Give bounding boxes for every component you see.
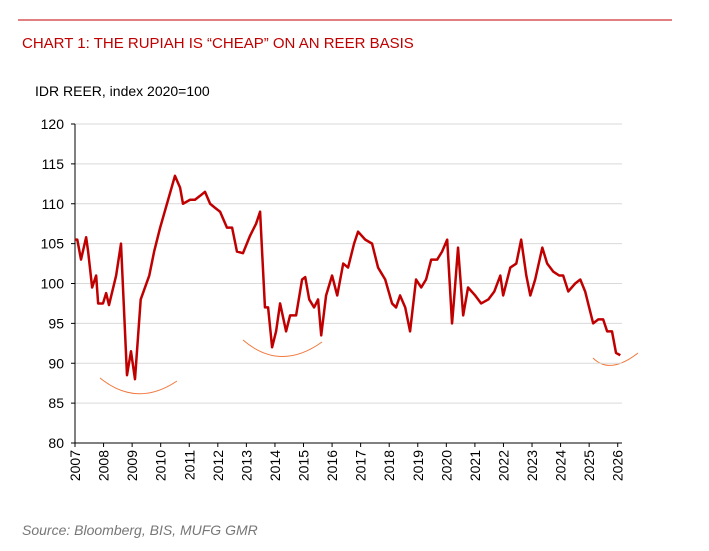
x-tick-label: 2021 (467, 450, 483, 481)
annotation-arc (242, 339, 323, 357)
x-tick-label: 2009 (124, 450, 140, 481)
x-tick-label: 2018 (381, 450, 397, 481)
y-tick-label: 100 (41, 276, 65, 292)
x-tick-label: 2022 (495, 450, 511, 481)
x-tick-label: 2013 (238, 450, 254, 481)
annotation-arc (592, 352, 639, 366)
data-line (75, 174, 621, 381)
x-tick-label: 2011 (181, 450, 197, 480)
y-tick-label: 95 (48, 315, 64, 331)
x-tick-label: 2020 (438, 450, 454, 481)
chart-title: CHART 1: THE RUPIAH IS “CHEAP” ON AN REE… (22, 35, 414, 52)
y-tick-label: 105 (41, 236, 65, 252)
annotations (99, 339, 639, 395)
x-tick-label: 2008 (96, 450, 112, 481)
x-tick-label: 2016 (324, 450, 340, 481)
y-axis-label: IDR REER, index 2020=100 (35, 83, 210, 99)
y-tick-label: 90 (48, 355, 64, 371)
annotation-arc (99, 377, 178, 395)
x-tick-label: 2023 (524, 450, 540, 481)
x-tick-label: 2010 (153, 450, 169, 481)
x-tick-label: 2019 (410, 450, 426, 481)
x-tick-label: 2026 (610, 450, 626, 481)
y-tick-label: 110 (42, 196, 65, 212)
y-tick-label: 80 (48, 435, 64, 451)
y-tick-label: 85 (48, 395, 64, 411)
y-tick-label: 115 (42, 156, 65, 172)
y-tick-label: 120 (41, 116, 65, 132)
source: Source: Bloomberg, BIS, MUFG GMR (22, 522, 258, 538)
x-tick-label: 2017 (353, 450, 369, 481)
x-tick-label: 2014 (267, 450, 283, 481)
x-tick-label: 2024 (553, 450, 569, 481)
x-tick-label: 2012 (210, 450, 226, 481)
x-tick-label: 2007 (67, 450, 83, 481)
x-tick-label: 2015 (296, 450, 312, 481)
x-tick-label: 2025 (581, 450, 597, 481)
